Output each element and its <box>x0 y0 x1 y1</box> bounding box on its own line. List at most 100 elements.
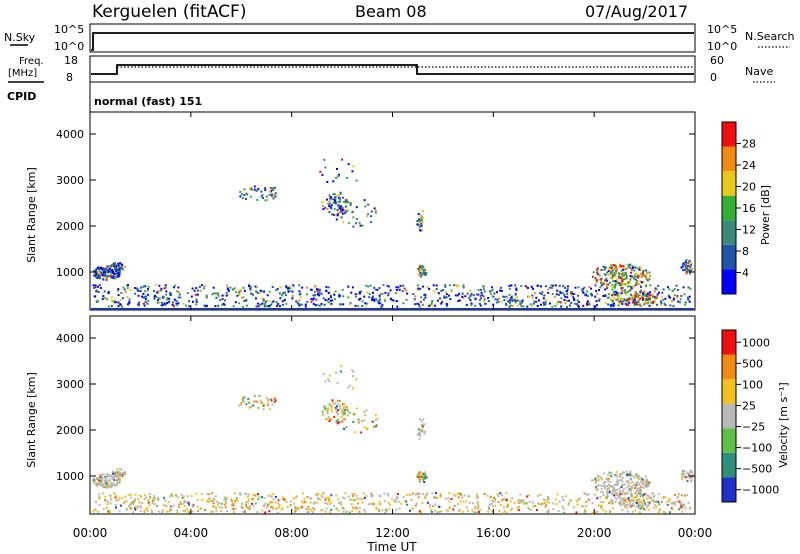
scatter-cell <box>631 510 634 513</box>
scatter-cell <box>373 286 376 289</box>
scatter-cell <box>359 497 362 500</box>
scatter-cell <box>346 408 349 411</box>
scatter-cell <box>145 508 148 511</box>
scatter-cell <box>319 498 321 501</box>
scatter-cell <box>493 500 496 503</box>
scatter-cell <box>197 510 200 513</box>
scatter-cell <box>117 294 120 297</box>
scatter-cell <box>508 305 511 308</box>
scatter-cell <box>421 428 424 431</box>
scatter-cell <box>620 472 623 475</box>
scatter-cell <box>115 506 117 509</box>
scatter-cell <box>151 500 154 503</box>
scatter-cell <box>378 298 381 301</box>
scatter-cell <box>640 477 643 479</box>
scatter-cell <box>539 303 542 306</box>
scatter-cell <box>267 398 270 401</box>
scatter-cell <box>261 496 263 499</box>
scatter-cell <box>647 504 650 507</box>
scatter-cell <box>239 195 242 198</box>
scatter-cell <box>661 291 664 294</box>
scatter-cell <box>637 507 640 509</box>
scatter-cell <box>345 406 348 408</box>
scatter-cell <box>601 478 603 481</box>
scatter-cell <box>338 193 340 196</box>
scatter-cell <box>106 298 109 301</box>
scatter-cell <box>171 301 174 304</box>
scatter-cell <box>277 502 280 505</box>
scatter-cell <box>369 284 372 287</box>
scatter-cell <box>454 494 457 497</box>
scatter-cell <box>93 269 96 272</box>
scatter-cell <box>177 291 180 294</box>
scatter-cell <box>637 300 640 303</box>
scatter-cell <box>622 471 624 474</box>
scatter-cell <box>365 409 368 412</box>
scatter-cell <box>337 409 340 412</box>
scatter-cell <box>172 504 175 507</box>
scatter-cell <box>586 300 589 303</box>
scatter-cell <box>647 300 650 303</box>
scatter-cell <box>112 262 115 265</box>
scatter-cell <box>353 412 356 415</box>
scatter-cell <box>342 410 345 413</box>
scatter-cell <box>214 305 217 308</box>
colorbar-segment <box>722 195 736 221</box>
scatter-cell <box>457 496 460 499</box>
scatter-cell <box>328 204 331 207</box>
scatter-cell <box>322 373 325 376</box>
scatter-cell <box>611 276 614 279</box>
scatter-cell <box>140 495 143 498</box>
scatter-cell <box>413 303 416 306</box>
scatter-cell <box>387 501 390 504</box>
scatter-cell <box>232 504 235 507</box>
scatter-cell <box>320 509 323 512</box>
scatter-cell <box>526 495 529 498</box>
scatter-cell <box>208 493 211 496</box>
scatter-cell <box>614 283 617 286</box>
scatter-cell <box>621 286 624 289</box>
scatter-cell <box>606 495 609 498</box>
scatter-cell <box>417 302 420 305</box>
scatter-cell <box>95 300 98 303</box>
scatter-cell <box>401 290 404 293</box>
scatter-cell <box>186 508 188 511</box>
scatter-cell <box>146 289 149 292</box>
scatter-cell <box>421 425 424 428</box>
scatter-cell <box>192 300 194 303</box>
scatter-cell <box>195 303 198 306</box>
scatter-cell <box>226 287 229 290</box>
scatter-cell <box>242 286 245 289</box>
scatter-cell <box>348 411 351 414</box>
scatter-cell <box>622 265 625 268</box>
scatter-cell <box>502 511 505 514</box>
scatter-cell <box>107 510 110 513</box>
scatter-cell <box>259 399 262 402</box>
scatter-cell <box>606 488 609 491</box>
nsky-trace <box>91 32 694 51</box>
scatter-cell <box>622 300 625 303</box>
scatter-cell <box>317 498 320 501</box>
scatter-cell <box>433 496 436 499</box>
scatter-cell <box>108 511 111 514</box>
scatter-cell <box>509 297 512 300</box>
scatter-cell <box>622 488 625 491</box>
scatter-cell <box>418 480 421 483</box>
scatter-cell <box>604 279 607 282</box>
nsky-tick-top: 10^5 <box>54 23 84 36</box>
scatter-cell <box>327 378 329 381</box>
scatter-cell <box>638 488 641 491</box>
scatter-cell <box>95 271 98 274</box>
scatter-cell <box>648 304 651 307</box>
scatter-cell <box>394 498 397 501</box>
scatter-cell <box>638 478 641 481</box>
scatter-cell <box>111 299 114 302</box>
scatter-cell <box>633 304 636 307</box>
scatter-cell <box>639 501 642 504</box>
scatter-cell <box>328 417 331 420</box>
scatter-cell <box>614 280 617 283</box>
scatter-cell <box>204 509 206 511</box>
scatter-cell <box>112 472 115 475</box>
scatter-cell <box>603 273 606 276</box>
scatter-cell <box>542 498 545 501</box>
